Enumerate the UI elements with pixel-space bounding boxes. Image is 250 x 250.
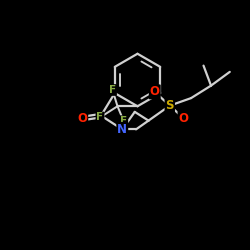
Text: F: F <box>109 85 116 95</box>
Text: O: O <box>150 86 160 98</box>
Text: N: N <box>117 123 127 136</box>
Text: F: F <box>96 112 103 122</box>
Text: O: O <box>77 112 87 124</box>
Text: O: O <box>178 112 188 125</box>
Text: F: F <box>120 116 127 126</box>
Text: S: S <box>166 99 174 112</box>
